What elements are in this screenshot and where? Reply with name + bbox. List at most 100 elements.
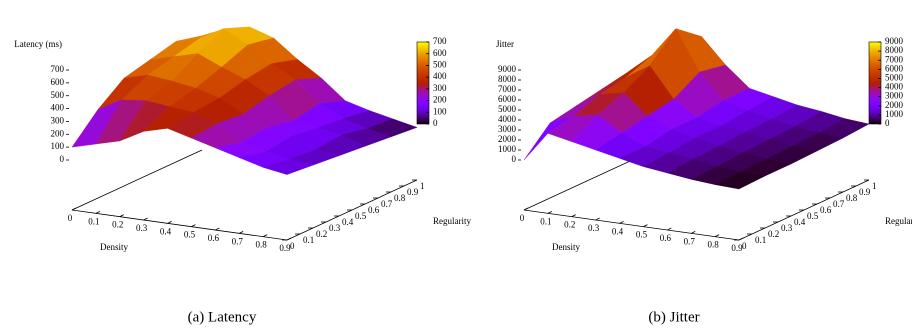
- x-tick: [191, 224, 196, 228]
- y-tick-label: 0.8: [394, 193, 406, 203]
- x-tick-label: 0.1: [540, 216, 551, 226]
- y-tick-label: 0.4: [794, 217, 806, 227]
- colorbar-tick-label: 300: [433, 83, 447, 93]
- y-tick-label: 1: [420, 181, 425, 191]
- z-tick-label: 2000: [498, 134, 517, 144]
- x-tick: [571, 214, 576, 218]
- z-tick-label: 700: [51, 64, 65, 74]
- x-tick: [119, 214, 124, 218]
- z-tick-label: 4000: [498, 114, 517, 124]
- y-tick-label: 0: [742, 241, 747, 251]
- z-tick-label: 7000: [498, 84, 517, 94]
- colorbar-tick-label: 2000: [885, 100, 904, 110]
- z-tick-label: 5000: [498, 104, 517, 114]
- caption: (b) Jitter: [648, 309, 699, 325]
- colorbar-tick-label: 500: [433, 59, 447, 69]
- z-tick-label: 400: [51, 103, 65, 113]
- x-tick-label: 0.4: [612, 226, 624, 236]
- x-tick: [95, 210, 101, 214]
- colorbar-tick-label: 400: [433, 71, 447, 81]
- colorbar-tick-label: 0: [885, 118, 890, 128]
- z-axis-label: Jitter: [496, 39, 514, 49]
- x-tick: [215, 227, 220, 231]
- x-tick-label: 0.9: [731, 243, 743, 253]
- x-tick-label: 0.6: [208, 233, 220, 243]
- x-tick-label: 0.1: [88, 216, 99, 226]
- x-tick: [71, 207, 77, 211]
- x-tick: [286, 237, 292, 241]
- surface-patch: [714, 171, 766, 190]
- colorbar-tick-label: 0: [433, 118, 438, 128]
- x-tick: [547, 210, 553, 214]
- y-axis-label: Regularity: [885, 216, 912, 226]
- z-tick-label: 600: [51, 77, 65, 87]
- x-tick: [523, 207, 529, 211]
- y-tick-label: 0: [290, 241, 295, 251]
- colorbar-tick-label: 100: [433, 106, 447, 116]
- z-tick-label: 6000: [498, 94, 517, 104]
- y-tick-label: 0.8: [846, 193, 858, 203]
- colorbar-tick-label: 8000: [885, 45, 904, 55]
- y-tick-label: 0.6: [368, 205, 380, 215]
- x-axis: [71, 209, 288, 241]
- x-tick: [239, 230, 244, 234]
- caption: (a) Latency: [188, 309, 257, 325]
- y-tick-label: 0.5: [807, 211, 819, 221]
- x-tick: [738, 237, 744, 241]
- z-tick-label: 1000: [498, 144, 517, 154]
- y-tick-label: 0.7: [833, 199, 845, 209]
- x-tick-label: 0.2: [564, 220, 575, 230]
- x-tick-label: 0: [68, 213, 73, 223]
- colorbar: [416, 41, 430, 125]
- back-axis: [71, 149, 203, 211]
- z-tick-label: 3000: [498, 124, 517, 134]
- x-tick: [143, 217, 148, 221]
- x-axis-label: Density: [552, 242, 580, 252]
- z-tick-label: 300: [51, 115, 65, 125]
- x-axis: [523, 209, 740, 241]
- y-tick-label: 0.7: [381, 199, 393, 209]
- colorbar-tick-label: 3000: [885, 91, 904, 101]
- x-axis-label: Density: [100, 242, 128, 252]
- z-axis-label: Latency (ms): [14, 39, 62, 49]
- y-tick-label: 0.3: [781, 223, 793, 233]
- x-tick-label: 0.5: [184, 230, 196, 240]
- x-tick-label: 0.9: [279, 243, 291, 253]
- y-tick-label: 0.1: [755, 235, 766, 245]
- x-tick-label: 0.5: [636, 230, 648, 240]
- x-tick: [714, 234, 720, 238]
- colorbar-tick-label: 5000: [885, 73, 904, 83]
- x-tick: [619, 220, 624, 224]
- y-tick-label: 0.9: [859, 187, 871, 197]
- colorbar-tick-label: 1000: [885, 109, 904, 119]
- y-tick-label: 0.2: [316, 229, 327, 239]
- x-tick: [643, 224, 648, 228]
- colorbar-tick-label: 4000: [885, 82, 904, 92]
- x-tick-label: 0: [520, 213, 525, 223]
- x-tick-label: 0.7: [232, 236, 244, 246]
- x-tick-label: 0.3: [588, 223, 600, 233]
- x-tick-label: 0.4: [160, 226, 172, 236]
- y-tick-label: 0.2: [768, 229, 779, 239]
- surface-patch: [262, 159, 314, 175]
- colorbar-tick-label: 700: [433, 36, 447, 46]
- x-tick-label: 0.8: [255, 240, 267, 250]
- y-tick-label: 0.3: [329, 223, 341, 233]
- z-tick-label: 200: [51, 128, 65, 138]
- x-tick: [167, 220, 172, 224]
- x-tick-label: 0.3: [136, 223, 148, 233]
- x-tick: [691, 230, 696, 234]
- x-tick-label: 0.7: [684, 236, 696, 246]
- colorbar-tick-label: 9000: [885, 36, 904, 46]
- y-tick-label: 0.5: [355, 211, 367, 221]
- z-tick-label: 9000: [498, 64, 517, 74]
- y-axis-label: Regularity: [433, 216, 471, 226]
- colorbar-tick-label: 7000: [885, 54, 904, 64]
- z-tick-label: 8000: [498, 74, 517, 84]
- z-tick-label: 0: [512, 154, 517, 164]
- colorbar: [868, 41, 882, 125]
- y-tick-label: 1: [872, 181, 877, 191]
- y-tick-label: 0.4: [342, 217, 354, 227]
- colorbar-tick-label: 6000: [885, 63, 904, 73]
